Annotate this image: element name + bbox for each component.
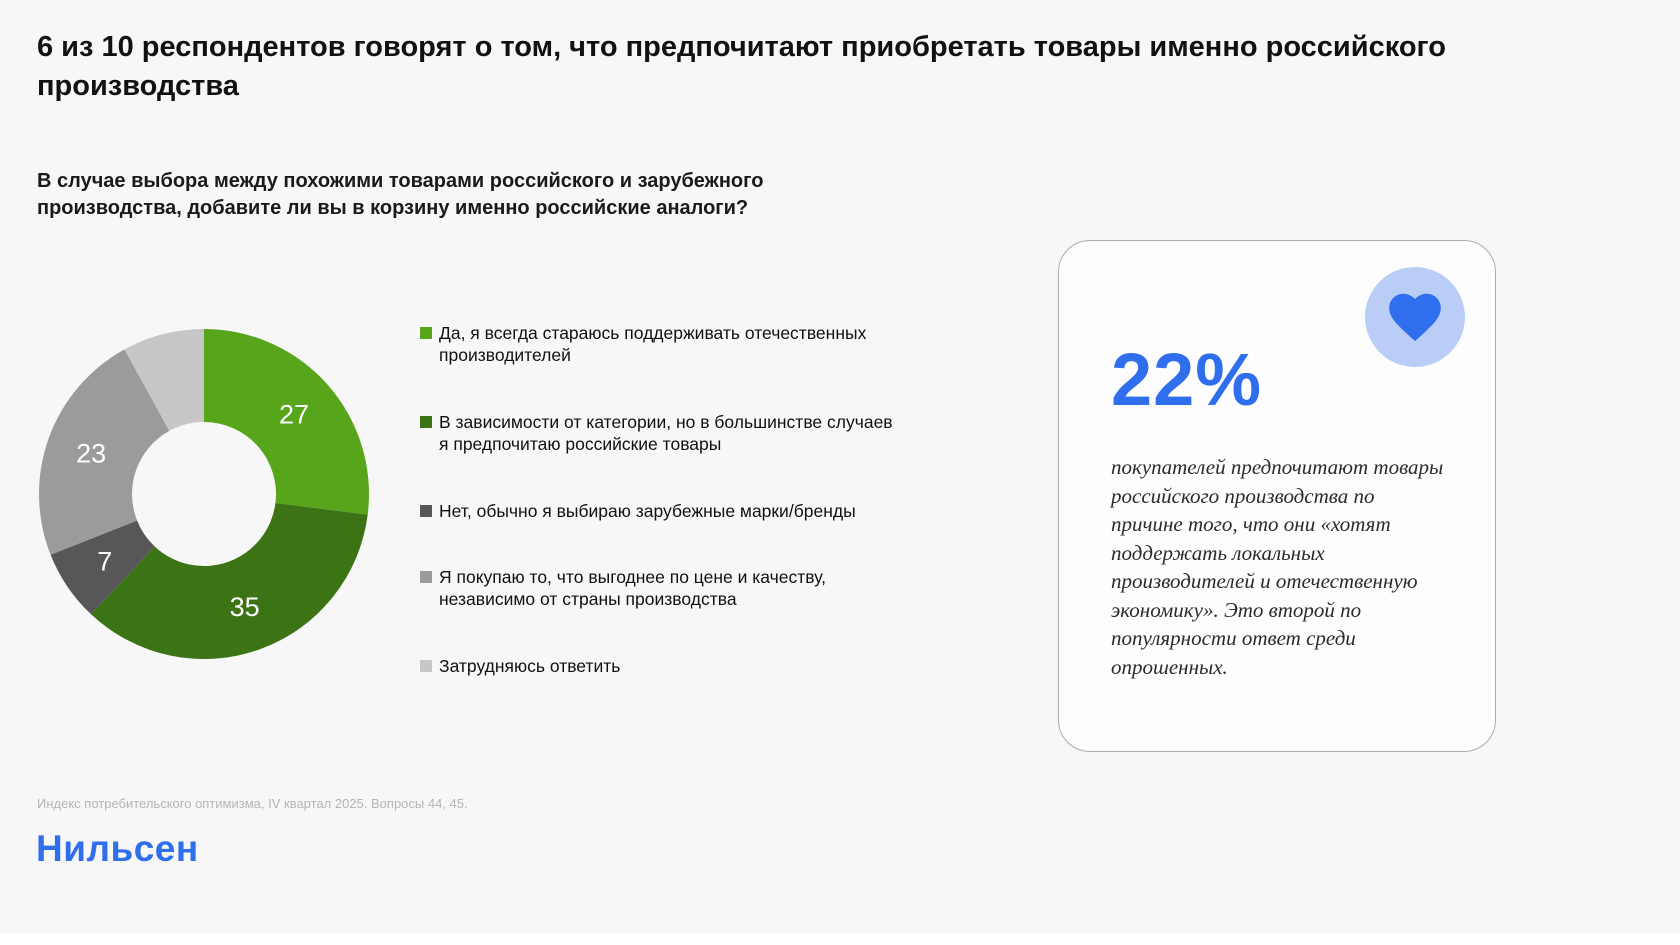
legend-item: Я покупаю то, что выгоднее по цене и кач… (420, 566, 900, 611)
legend-item: Да, я всегда стараюсь поддерживать отече… (420, 322, 900, 367)
legend-item: В зависимости от категории, но в большин… (420, 411, 900, 456)
donut-segment (124, 329, 204, 431)
chart-legend: Да, я всегда стараюсь поддерживать отече… (420, 322, 900, 677)
nielsen-logo: Нильсен (36, 828, 199, 869)
legend-swatch-icon (420, 504, 432, 517)
highlight-stat: 22% (1111, 338, 1263, 421)
heart-icon (1389, 293, 1441, 342)
donut-segment (91, 503, 368, 659)
legend-item: Затрудняюсь ответить (420, 655, 900, 677)
legend-label: В зависимости от категории, но в большин… (439, 411, 893, 455)
legend-label: Да, я всегда стараюсь поддерживать отече… (439, 323, 867, 366)
legend-item: Нет, обычно я выбираю зарубежные марки/б… (420, 500, 900, 522)
highlight-card: 22% покупателей предпочитают товары росс… (1058, 240, 1496, 752)
donut-chart: 27 35 7 23 (39, 329, 369, 659)
donut-value-label: 23 (76, 438, 106, 468)
donut-value-label: 35 (230, 592, 260, 622)
donut-segment (50, 520, 155, 615)
donut-value-label: 27 (279, 400, 309, 430)
source-note: Индекс потребительского оптимизма, IV кв… (37, 796, 468, 811)
heart-badge (1365, 267, 1465, 367)
highlight-text: покупателей предпочитают товары российск… (1111, 455, 1444, 679)
legend-label: Я покупаю то, что выгоднее по цене и кач… (439, 566, 827, 610)
donut-segment (204, 329, 369, 515)
legend-swatch-icon (420, 327, 432, 339)
donut-value-label: 7 (97, 546, 112, 576)
page-title: 6 из 10 респондентов говорят о том, что … (37, 31, 1446, 102)
legend-label: Нет, обычно я выбираю зарубежные марки/б… (439, 500, 856, 521)
legend-swatch-icon (420, 415, 432, 428)
legend-label: Затрудняюсь ответить (439, 655, 621, 676)
donut-chart-container: 27 35 7 23 (39, 329, 369, 659)
legend-swatch-icon (420, 659, 432, 672)
chart-question: В случае выбора между похожими товарами … (37, 170, 764, 219)
donut-segment (39, 349, 170, 555)
legend-swatch-icon (420, 570, 432, 583)
